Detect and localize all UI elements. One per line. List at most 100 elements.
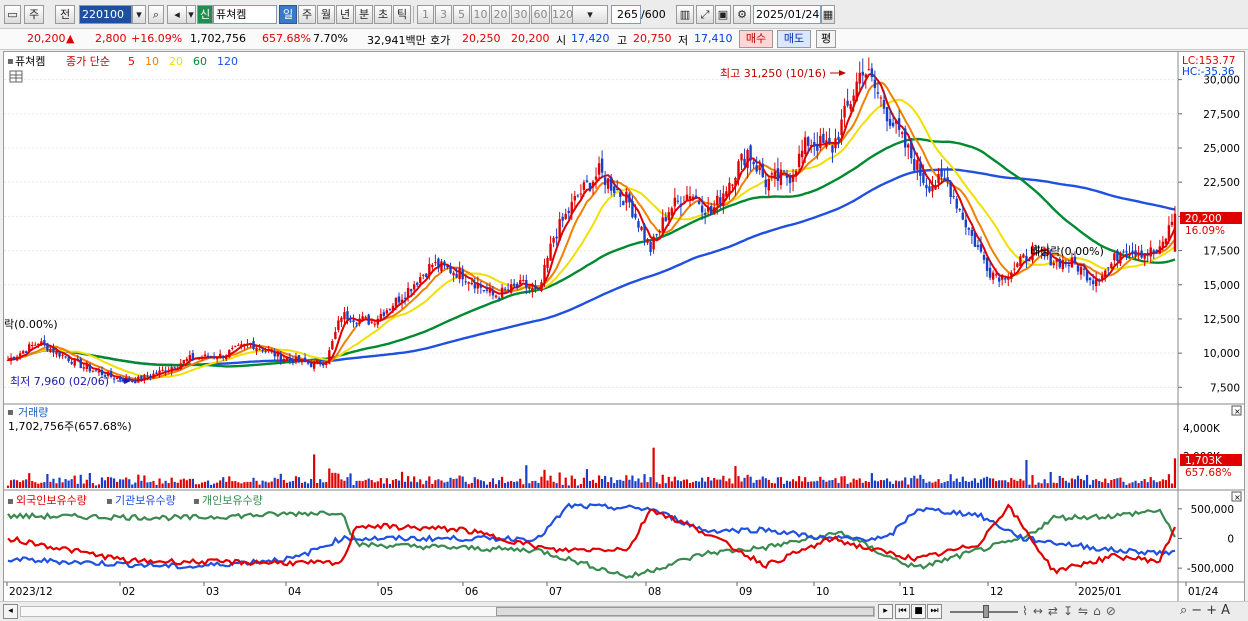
speaker-dropdown-icon[interactable]: ▾ [186, 5, 196, 24]
candle-body [112, 378, 116, 380]
candle-body [1170, 221, 1174, 226]
tick-button-5[interactable]: 5 [453, 5, 470, 24]
volume-bar [697, 481, 701, 488]
volume-pct: 657.68% [262, 32, 311, 45]
candle-body [161, 369, 164, 371]
candle-body [667, 212, 670, 221]
candle-body [931, 185, 934, 192]
candle-body [719, 197, 722, 205]
last-page-icon[interactable]: ⏭ [927, 604, 942, 619]
candle-body [391, 305, 395, 311]
volume-bar [901, 480, 904, 488]
volume-bar [713, 477, 716, 488]
price-tag-box [1180, 212, 1242, 224]
high-annotation: 최고 31,250 (10/16) [720, 67, 826, 80]
zoom-handle[interactable] [983, 605, 989, 618]
tick-button-10[interactable]: 10 [471, 5, 490, 24]
mode-select[interactable]: 주 [24, 5, 44, 24]
candle-body [1031, 245, 1034, 261]
prev-button[interactable]: 전 [55, 5, 75, 24]
candle-body [485, 289, 489, 291]
scroll-right-icon[interactable]: ▸ [878, 604, 893, 619]
volume-readout: 1,702,756주(657.68%) [8, 420, 132, 433]
volume-bar [182, 478, 185, 488]
first-page-icon[interactable]: ⏮ [895, 604, 910, 619]
scroll-track[interactable] [20, 606, 875, 617]
volume-bar [907, 484, 910, 488]
x-tick-label: 07 [549, 586, 562, 598]
candle-body [52, 347, 55, 353]
chart-area[interactable]: ▪ 퓨쳐켐 종가 단순 5 10 20 60 120 LC:153.77 HC:-35.… [3, 51, 1245, 603]
x-tick-label: 02 [122, 586, 135, 598]
volume-bar [1167, 474, 1171, 488]
volume-bar [122, 479, 125, 488]
drawing-icon[interactable]: ⤢ [696, 5, 714, 24]
volume-bar [28, 473, 31, 488]
period-button-3[interactable]: 년 [336, 5, 354, 24]
date-input[interactable]: 2025/01/24 [753, 5, 821, 24]
chart-tools-icon[interactable]: ▥ [676, 5, 694, 24]
bar-count-input[interactable]: 265 [611, 5, 641, 24]
candle-body [713, 207, 716, 215]
search-icon[interactable]: ⌕ [148, 5, 164, 24]
volume-bar [452, 479, 455, 488]
candle-body [813, 141, 816, 147]
volume-bar [737, 476, 740, 488]
period-button-5[interactable]: 초 [374, 5, 392, 24]
price-change-pct: +16.09% [131, 32, 183, 45]
up-arrow-icon: ▲ [66, 32, 75, 45]
tick-button-120[interactable]: 120 [551, 5, 573, 24]
drawing-tools-icons[interactable]: ⌇↔⇄↧⇋⌂⊘ [1022, 604, 1121, 618]
volume-bar [25, 479, 28, 488]
volume-bar [500, 476, 504, 488]
stock-chart-svg[interactable]: ▪ 퓨쳐켐 종가 단순 5 10 20 60 120 LC:153.77 HC:-35.… [4, 52, 1244, 602]
tick-button-20[interactable]: 20 [491, 5, 510, 24]
calendar-icon[interactable]: ▦ [821, 5, 835, 24]
settings-gear-icon[interactable]: ⚙ [733, 5, 751, 24]
holding-close-icon[interactable] [1231, 491, 1242, 502]
interval-dropdown[interactable]: ▾ [572, 5, 608, 24]
foreign-holding-line [7, 503, 1177, 575]
candle-body [34, 344, 37, 346]
period-button-6[interactable]: 틱 [393, 5, 411, 24]
candle-body [973, 232, 977, 247]
volume-bar [992, 478, 995, 488]
sell-button[interactable]: 매도 [777, 30, 811, 48]
tick-button-30[interactable]: 30 [511, 5, 530, 24]
volume-bar [313, 454, 316, 488]
volume-bar [528, 483, 531, 488]
volume-bar [1082, 480, 1086, 488]
code-dropdown-icon[interactable]: ▾ [132, 5, 146, 24]
panel-marker-icon: ▪ [7, 56, 14, 67]
candle-body [279, 353, 282, 362]
period-button-2[interactable]: 월 [317, 5, 335, 24]
volume-bar [346, 477, 349, 488]
candle-body [982, 255, 986, 260]
avg-button[interactable]: 평 [816, 30, 836, 48]
period-button-1[interactable]: 주 [298, 5, 316, 24]
speaker-icon[interactable]: ◂ [167, 5, 187, 24]
period-button-4[interactable]: 분 [355, 5, 373, 24]
volume-bar [819, 476, 822, 488]
candle-body [385, 310, 389, 314]
window-menu-icon[interactable]: ▭ [4, 5, 21, 24]
buy-button[interactable]: 매수 [739, 30, 773, 48]
tick-button-1[interactable]: 1 [417, 5, 434, 24]
volume-bar [722, 475, 725, 488]
stock-code-input[interactable]: 220100 [79, 5, 132, 24]
stop-icon[interactable]: ■ [911, 604, 926, 619]
scroll-thumb[interactable] [496, 607, 874, 616]
tick-button-60[interactable]: 60 [531, 5, 550, 24]
ma-legend-60: 60 [193, 55, 207, 68]
candle-body [910, 141, 913, 159]
save-icon[interactable]: ▣ [715, 5, 731, 24]
period-button-0[interactable]: 일 [279, 5, 297, 24]
volume-close-icon[interactable] [1231, 405, 1242, 416]
scroll-left-icon[interactable]: ◂ [3, 604, 18, 619]
zoom-controls-icon[interactable]: ⌕−+A [1180, 603, 1234, 618]
high-price: 20,750 [633, 32, 672, 45]
x-tick-label: 01/24 [1188, 586, 1219, 598]
volume-bar [1016, 480, 1019, 488]
stock-name-field[interactable]: 퓨쳐켐 [213, 5, 277, 24]
tick-button-3[interactable]: 3 [435, 5, 452, 24]
